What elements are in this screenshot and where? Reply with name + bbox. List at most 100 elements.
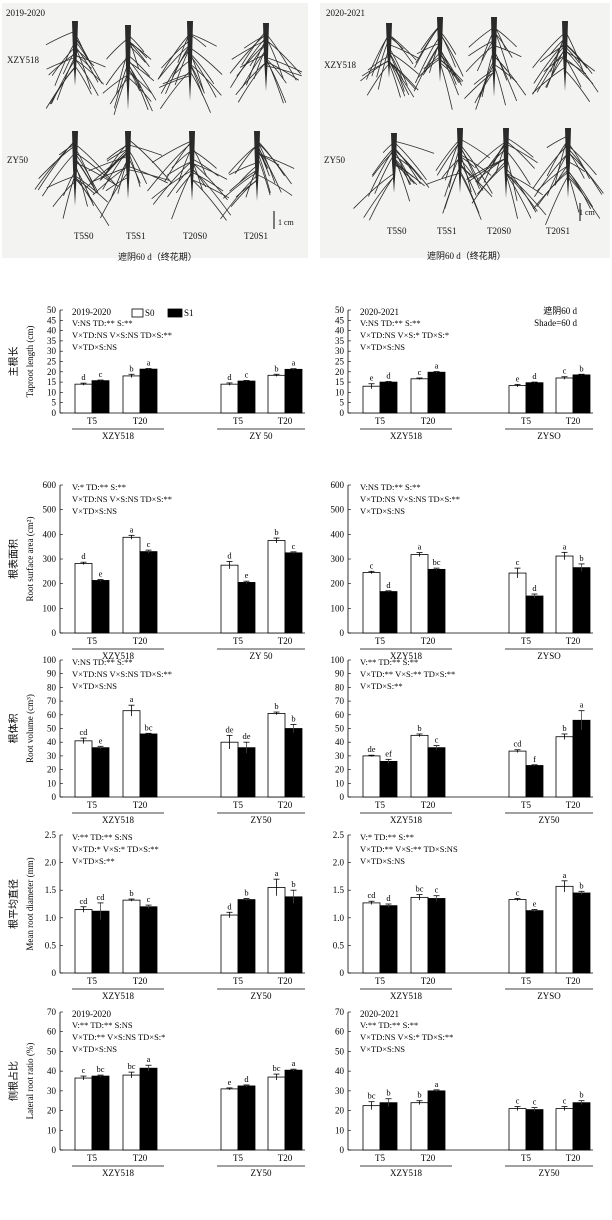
x-tick-label: T5 [375,1153,385,1163]
lateral-root [478,144,507,182]
lateral-root [546,135,569,148]
lateral-root [459,144,493,194]
y-tick-label: 40 [47,326,57,336]
y-tick-label: 2.5 [45,830,57,840]
lateral-root [495,144,507,174]
lateral-root [51,47,76,76]
significance-letter: c [435,885,439,895]
lateral-root [189,33,217,47]
y-tick-label: 0.5 [333,940,345,950]
x-tick-label: T5 [521,976,531,986]
significance-letter: c [418,367,422,377]
lateral-root [172,45,191,78]
bar-s0 [410,378,429,414]
lateral-root [88,156,129,172]
lateral-root [249,43,267,67]
lateral-root [115,51,129,95]
lateral-root [74,167,95,207]
x-tick-label: T5 [87,1153,97,1163]
lateral-root [167,166,193,198]
photo-label-t20s0: T20S0 [487,226,512,236]
y-tick-label: 300 [331,554,345,564]
bar-s1 [427,568,446,634]
stats-annotation: V:** TD:** S:** [360,657,418,667]
y-tick-label: 45 [335,315,345,325]
lateral-root [477,164,507,195]
bar-s0 [508,572,527,634]
lateral-root [505,137,534,158]
x-tick-label: T20 [133,976,148,986]
bar-s0 [555,885,574,974]
significance-letter: de [242,731,250,741]
y-tick-label: 100 [331,603,345,613]
lateral-root [564,70,591,102]
lateral-root [388,51,404,80]
bar-s1 [139,551,158,634]
bar-s0 [267,713,286,798]
lateral-root [171,170,193,220]
x-tick-label: T5 [233,1153,243,1163]
significance-letter: a [130,524,134,534]
lateral-root [127,68,142,89]
chart-panel: 0 10 20 30 40 50 60 70 80 90 100 V:** TD:** S:** V×T… [331,655,593,825]
lateral-root [127,44,146,63]
root-system [532,21,599,102]
lateral-root [74,40,103,84]
bar-s1 [427,1090,446,1151]
cultivar-label: ZY50 [251,815,272,825]
significance-letter: e [533,899,537,909]
y-tick-label: 15 [335,377,345,387]
lateral-root [74,178,110,227]
stats-annotation: V×TD×S:NS [72,506,117,516]
significance-letter: a [435,1079,439,1089]
lateral-root [393,163,418,186]
y-tick-label: 60 [47,1027,57,1037]
lateral-root [234,145,258,174]
lateral-root [256,155,271,196]
stats-annotation: V×TD×S:NS [72,1044,117,1054]
x-tick-label: T5 [87,636,97,646]
bar-s0 [74,740,93,798]
x-tick-label: T20 [566,636,581,646]
lateral-root [62,175,76,219]
lateral-root [100,151,129,181]
lateral-root [174,47,191,86]
lateral-root [34,141,76,190]
lateral-root [42,152,76,197]
lateral-root [228,144,258,174]
stats-annotation: V:* TD:** S:** [360,832,414,842]
bar-s0 [74,909,93,974]
x-tick-label: T20 [133,636,148,646]
x-tick-label: T20 [133,1153,148,1163]
lateral-root [393,149,411,185]
lateral-root [371,147,395,176]
significance-letter: b [579,1090,583,1100]
photo-row-label-zy50: ZY50 [324,155,345,165]
significance-letter: c [82,1065,86,1075]
x-tick-label: T20 [421,800,436,810]
lateral-root [564,43,588,69]
panel-year: 2020-2021 [360,307,399,317]
photo-label-t5s1: T5S1 [126,231,146,241]
x-tick-label: T5 [233,800,243,810]
x-tick-label: T20 [421,1153,436,1163]
significance-letter: d [227,372,232,382]
x-tick-label: T20 [566,1153,581,1163]
significance-letter: b [579,880,583,890]
significance-letter: bc [415,884,423,894]
bar-s1 [237,582,256,634]
bar-s0 [508,899,527,974]
lateral-root [157,44,191,80]
y-tick-label: 1.5 [333,885,345,895]
lateral-root [243,34,267,49]
y-axis-label-cn: 根表面积 [7,539,20,579]
root-photo-drawing-2019 [34,21,303,229]
lateral-root [160,48,191,94]
stats-annotation: V×TD:NS V×S:NS TD×S:** [360,494,460,504]
lateral-root [256,150,271,194]
lateral-root [567,148,603,195]
lateral-root [564,46,580,63]
significance-letter: d [227,901,232,911]
lateral-root [435,139,461,171]
